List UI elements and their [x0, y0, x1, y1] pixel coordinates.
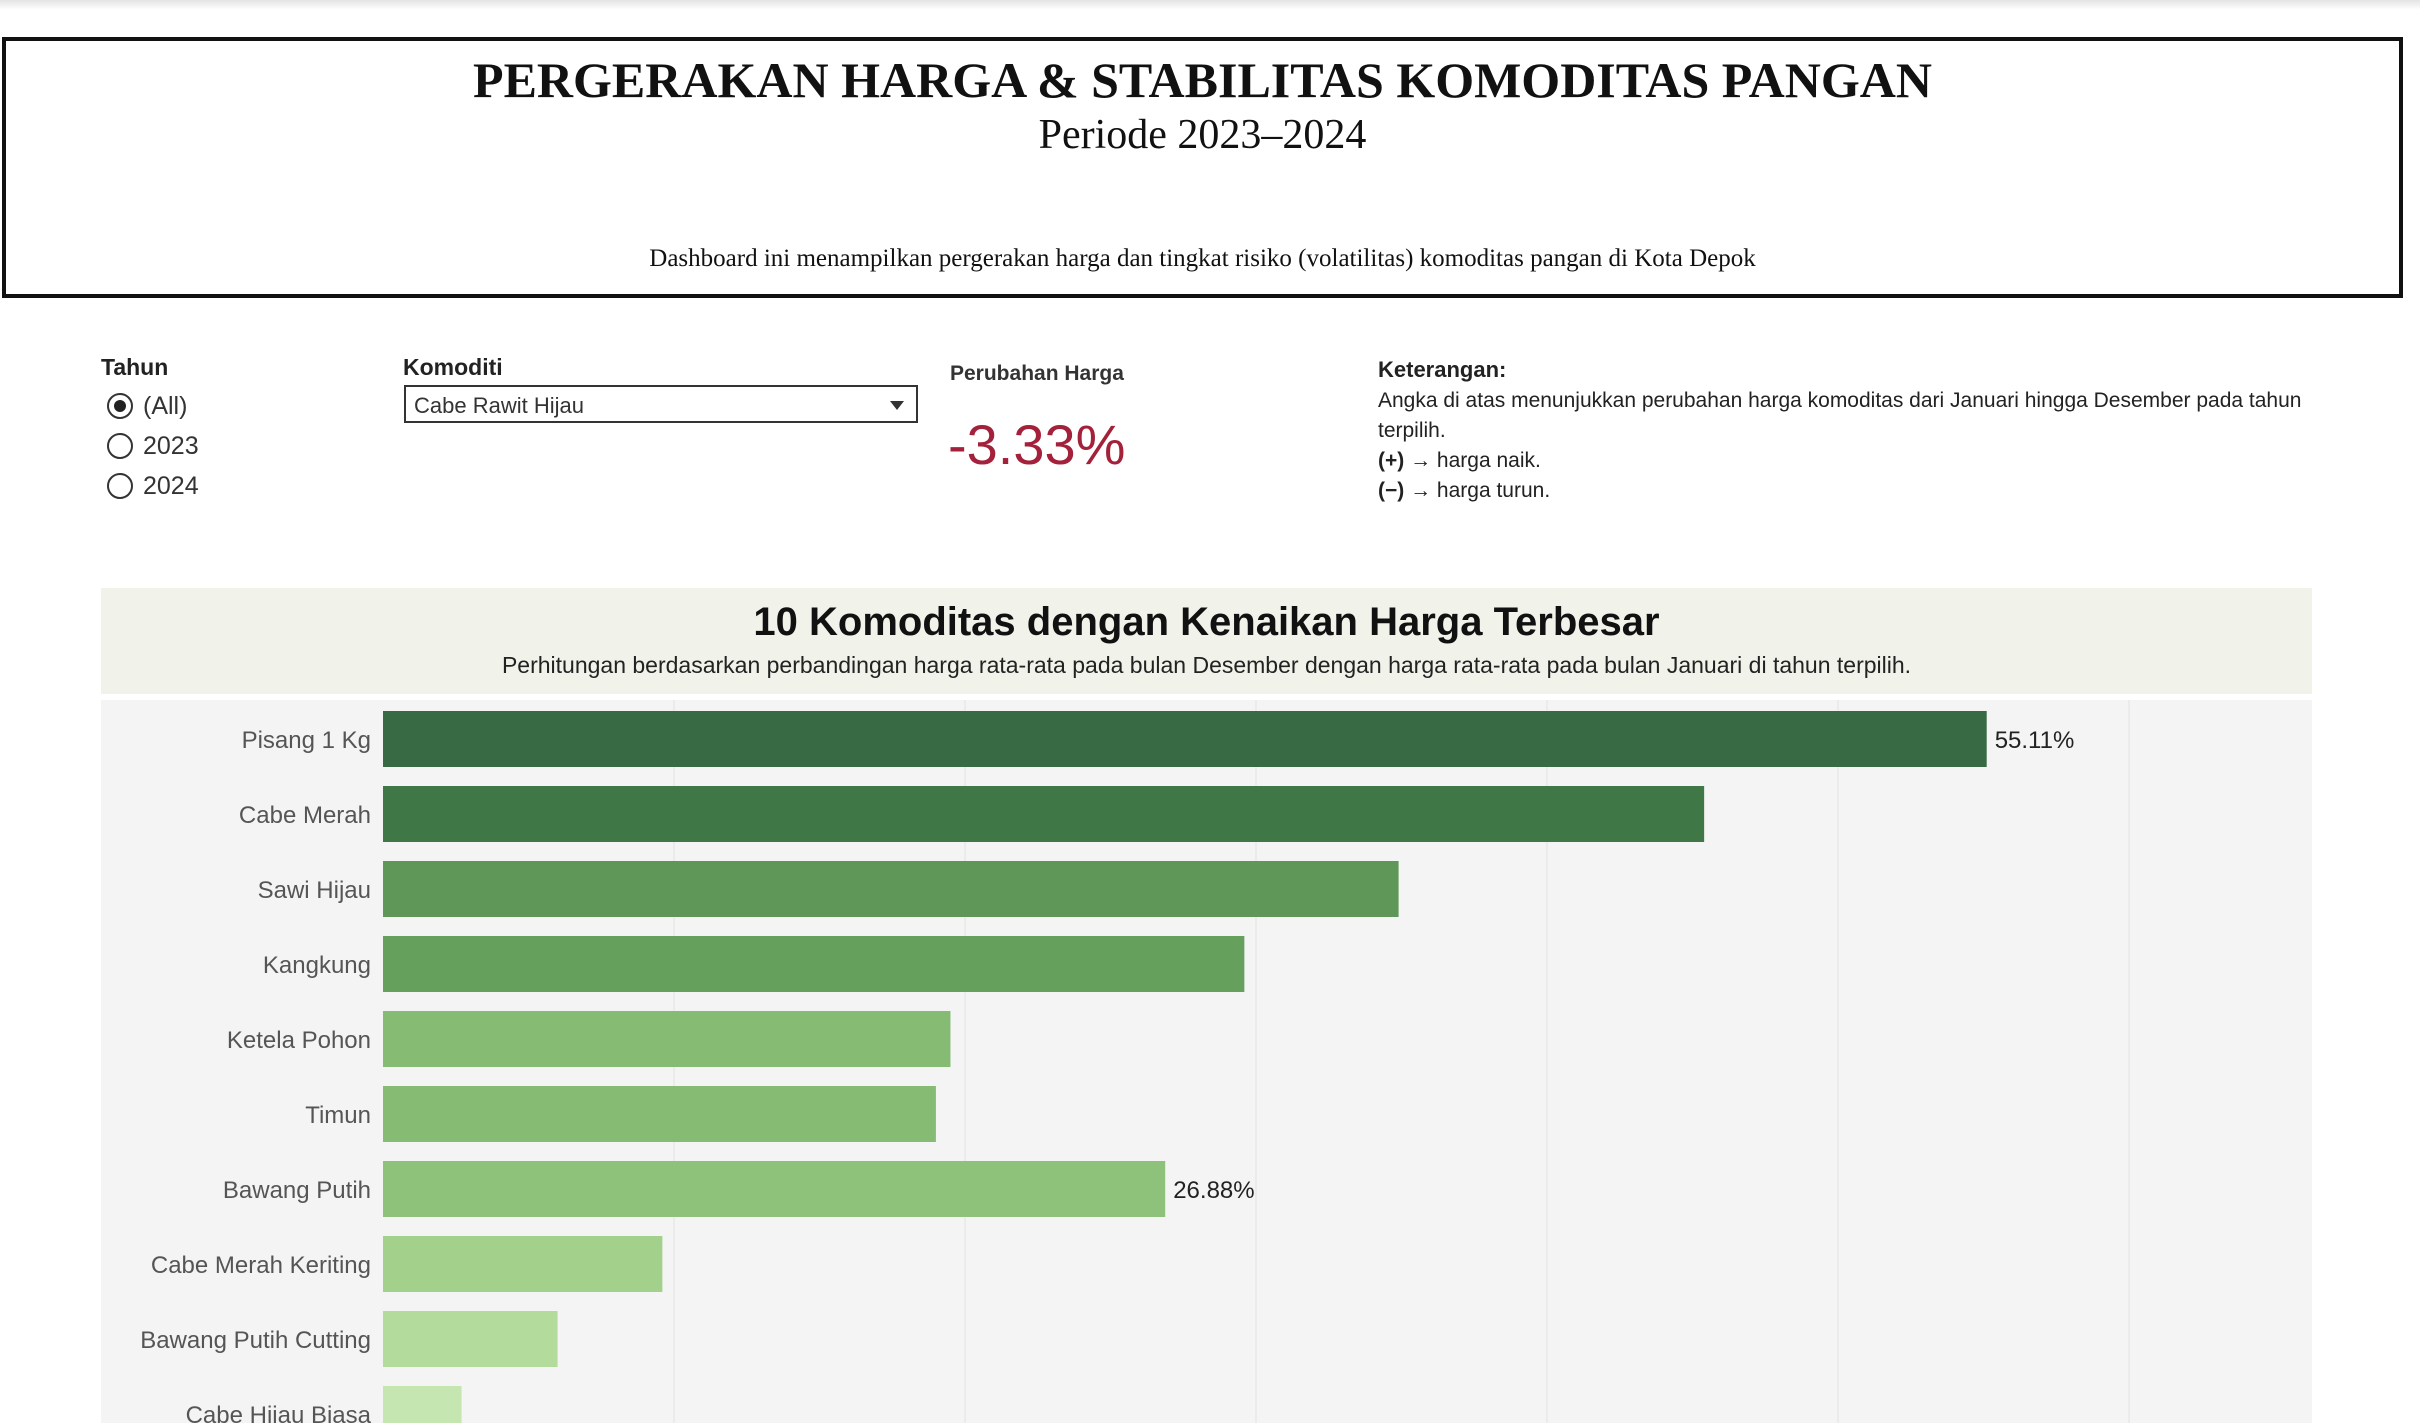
category-label: Bawang Putih Cutting [140, 1327, 371, 1354]
bar[interactable] [383, 1086, 936, 1142]
plus-marker: (+) [1378, 449, 1405, 472]
bar[interactable] [383, 711, 1987, 767]
data-label: 55.11% [1995, 727, 2075, 754]
tahun-option-2[interactable]: 2024 [107, 469, 199, 503]
category-label: Cabe Merah Keriting [151, 1252, 371, 1279]
tahun-option-0[interactable]: (All) [107, 389, 187, 423]
perubahan-harga-label: Perubahan Harga [950, 362, 1124, 385]
radio-circle-icon [107, 393, 133, 419]
bar[interactable] [383, 786, 1705, 842]
keterangan-plus: (+) → harga naik. [1378, 446, 2338, 476]
radio-circle-icon [107, 433, 133, 459]
bar[interactable] [383, 1311, 558, 1367]
keterangan-title: Keterangan: [1378, 357, 1507, 382]
bar[interactable] [383, 861, 1399, 917]
category-label: Sawi Hijau [258, 877, 371, 904]
bar-chart-svg: Pisang 1 Kg 55.11% Cabe Merah Sawi Hijau Kan… [140, 700, 2130, 1428]
perubahan-harga-value: -3.33% [948, 413, 1126, 476]
category-label: Pisang 1 Kg [242, 727, 371, 754]
tahun-option-label: (All) [143, 391, 188, 420]
tahun-option-label: 2023 [143, 431, 199, 460]
data-label: 26.88% [1173, 1177, 1254, 1204]
category-label: Kangkung [263, 952, 371, 979]
category-label: Bawang Putih [223, 1177, 371, 1204]
bar[interactable] [383, 1161, 1166, 1217]
minus-marker: (−) [1378, 479, 1405, 502]
bar[interactable] [383, 1236, 663, 1292]
komoditi-selected-value: Cabe Rawit Hijau [414, 393, 584, 418]
chart-title: 10 Komoditas dengan Kenaikan Harga Terbe… [753, 600, 1660, 644]
category-label: Cabe Merah [239, 802, 371, 829]
plus-text: → harga naik. [1404, 449, 1541, 472]
keterangan-minus: (−) → harga turun. [1378, 476, 2338, 506]
category-label: Cabe Hijau Biasa [186, 1402, 372, 1423]
keterangan-text: Angka di atas menunjukkan perubahan harg… [1378, 389, 2302, 442]
chart-header: 10 Komoditas dengan Kenaikan Harga Terbe… [101, 588, 2312, 694]
bar[interactable] [383, 1011, 951, 1067]
komoditi-filter-label: Komoditi [403, 354, 503, 380]
category-label: Timun [305, 1102, 371, 1129]
tahun-filter-label: Tahun [101, 354, 169, 380]
minus-text: → harga turun. [1404, 479, 1551, 502]
dashboard-header: PERGERAKAN HARGA & STABILITAS KOMODITAS … [2, 37, 2403, 298]
bar[interactable] [383, 1386, 462, 1428]
komoditi-dropdown[interactable]: Cabe Rawit Hijau [404, 385, 918, 423]
chart-subtitle: Perhitungan berdasarkan perbandingan har… [501, 652, 1912, 678]
chevron-down-icon [890, 401, 904, 410]
top-shadow-strip [0, 0, 2420, 10]
dashboard-title: PERGERAKAN HARGA & STABILITAS KOMODITAS … [473, 52, 1932, 108]
radio-circle-icon [107, 473, 133, 499]
bar-chart: Pisang 1 Kg 55.11% Cabe Merah Sawi Hijau Kan… [101, 700, 2312, 1428]
tahun-option-label: 2024 [143, 471, 199, 500]
bar[interactable] [383, 936, 1245, 992]
tahun-option-1[interactable]: 2023 [107, 429, 199, 463]
category-label: Ketela Pohon [227, 1027, 371, 1054]
dashboard-description: Dashboard ini menampilkan pergerakan har… [649, 245, 1756, 272]
dashboard-period: Periode 2023–2024 [1038, 112, 1367, 158]
